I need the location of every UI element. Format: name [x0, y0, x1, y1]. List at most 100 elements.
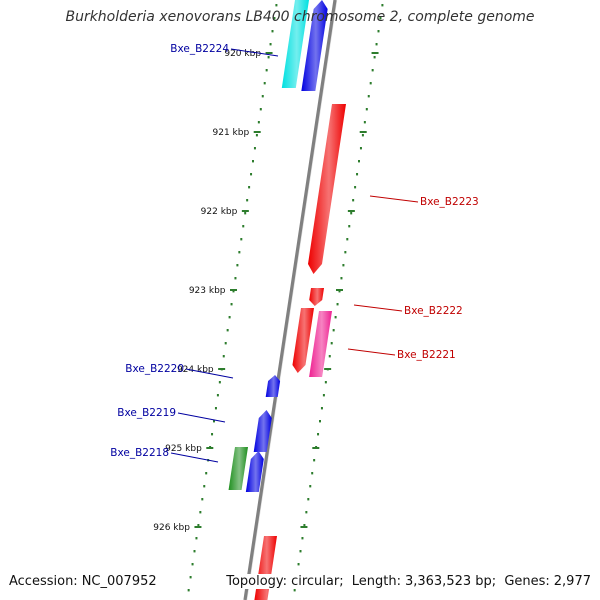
- topology-value: circular: [291, 574, 340, 589]
- right-guide-dot: [377, 30, 380, 33]
- accession-info: Accession: NC_007952: [9, 574, 157, 589]
- right-guide-dot: [334, 316, 337, 319]
- gene-feature-unlabeled[interactable]: [301, 0, 328, 91]
- gene-feature-bxe_b2224[interactable]: [281, 0, 309, 88]
- right-guide-dot: [311, 472, 314, 475]
- right-guide-dot: [338, 290, 341, 293]
- left-guide-dot: [213, 420, 215, 423]
- left-guide-dot: [216, 394, 219, 397]
- right-guide-dot: [305, 511, 308, 514]
- left-guide-dot: [191, 563, 194, 566]
- left-guide-dot: [197, 524, 200, 527]
- right-guide-dot: [361, 134, 364, 137]
- right-guide-dot: [369, 82, 372, 85]
- left-guide-dot: [224, 342, 227, 345]
- right-guide-dot: [313, 459, 316, 462]
- accession-value: NC_007952: [81, 574, 157, 589]
- genes-label: Genes:: [504, 574, 550, 589]
- left-guide-dot: [253, 147, 256, 150]
- length-value: 3,363,523 bp: [404, 574, 492, 589]
- left-guide-dot: [257, 121, 260, 124]
- right-guide-dot: [363, 121, 366, 124]
- right-guide-dot: [379, 17, 382, 20]
- gene-label-leader: [177, 412, 226, 423]
- gene-feature-bxe_b2220[interactable]: [265, 375, 281, 397]
- left-guide-dot: [203, 485, 206, 488]
- left-guide-dot: [259, 108, 262, 111]
- right-guide-dot: [332, 329, 335, 332]
- left-guide-dot: [236, 264, 239, 267]
- right-guide-dot: [307, 498, 310, 501]
- left-guide-dot: [275, 4, 278, 7]
- left-guide-dot: [201, 498, 204, 501]
- left-guide-dot: [199, 511, 202, 514]
- gene-label-bxe_b2220[interactable]: Bxe_B2220: [125, 363, 184, 375]
- right-guide-dot: [330, 342, 333, 345]
- left-guide-dot: [187, 589, 190, 592]
- gene-label-bxe_b2219[interactable]: Bxe_B2219: [117, 407, 176, 419]
- backbone-line: [243, 0, 337, 600]
- gene-label-leader: [185, 368, 234, 379]
- gene-label-leader: [347, 348, 396, 356]
- tick-label: 925 kbp: [165, 444, 202, 454]
- gene-feature-unlabeled[interactable]: [292, 308, 314, 373]
- tick-layer: 920 kbp 921 kbp 922 kbp 923 kbp 924 kbp 925 k…: [153, 49, 379, 533]
- left-guide-dot: [228, 316, 231, 319]
- right-guide-dot: [328, 355, 331, 358]
- left-guide-dot: [189, 576, 192, 579]
- gene-feature-unlabeled[interactable]: [245, 451, 264, 492]
- left-guide-dot: [244, 212, 247, 215]
- gene-label-leader: [369, 195, 419, 203]
- genome-summary: Topology: circular; Length: 3,363,523 bp; …: [226, 574, 591, 589]
- gene-feature-bxe_b2222[interactable]: [309, 288, 324, 306]
- right-guide-dot: [381, 4, 384, 7]
- right-guide-dot: [346, 238, 349, 241]
- left-guide-dot: [246, 199, 249, 202]
- left-guide-dot: [263, 82, 266, 85]
- right-guide-dot: [324, 381, 327, 384]
- left-guide-dot: [238, 251, 241, 254]
- gene-label-bxe_b2223[interactable]: Bxe_B2223: [420, 196, 479, 208]
- right-guide-dot: [342, 264, 345, 267]
- left-guide-dot: [193, 550, 196, 553]
- gene-label-bxe_b2218[interactable]: Bxe_B2218: [110, 447, 169, 459]
- gene-feature-bxe_b2219[interactable]: [253, 410, 272, 452]
- left-guide-dot: [226, 329, 229, 332]
- gene-feature-bxe_b2223[interactable]: [308, 104, 346, 274]
- gene-label-bxe_b2224[interactable]: Bxe_B2224: [170, 43, 229, 55]
- right-guide-dot: [350, 212, 353, 215]
- right-guide-dot: [375, 43, 378, 46]
- length-label: Length:: [351, 574, 401, 589]
- gene-label-bxe_b2222[interactable]: Bxe_B2222: [404, 305, 463, 317]
- left-guide-dot: [230, 303, 233, 306]
- right-guide-dot: [371, 69, 374, 72]
- right-guide-dot: [301, 537, 304, 540]
- left-guide-dot: [240, 238, 243, 241]
- gene-feature-bxe_b2218[interactable]: [228, 447, 248, 490]
- left-guide-dot: [232, 290, 235, 293]
- accession-label: Accession:: [9, 574, 78, 589]
- right-guide-dot: [344, 251, 347, 254]
- right-guide-dot: [299, 550, 302, 553]
- gene-label-bxe_b2221[interactable]: Bxe_B2221: [397, 349, 456, 361]
- right-guide-dot: [340, 277, 343, 280]
- left-guide-dot: [252, 160, 254, 163]
- right-guide-dot: [359, 147, 362, 150]
- left-guide-dot: [265, 69, 268, 72]
- gene-feature-bxe_b2221[interactable]: [309, 311, 332, 377]
- right-guide-dot: [365, 108, 368, 111]
- right-guide-dot: [356, 173, 359, 176]
- tick-label: 920 kbp: [224, 49, 261, 59]
- right-guide-dot: [320, 407, 323, 410]
- right-guide-dot: [322, 394, 325, 397]
- tick-label: 922 kbp: [201, 207, 238, 217]
- gene-feature-unlabeled[interactable]: [254, 536, 277, 600]
- right-guide-dot: [354, 186, 357, 189]
- left-guide-dot: [261, 95, 264, 98]
- right-guide-dot: [373, 56, 376, 59]
- topology-label: Topology:: [226, 574, 288, 589]
- left-guide-dot: [267, 56, 270, 59]
- tick-label: 921 kbp: [213, 128, 250, 138]
